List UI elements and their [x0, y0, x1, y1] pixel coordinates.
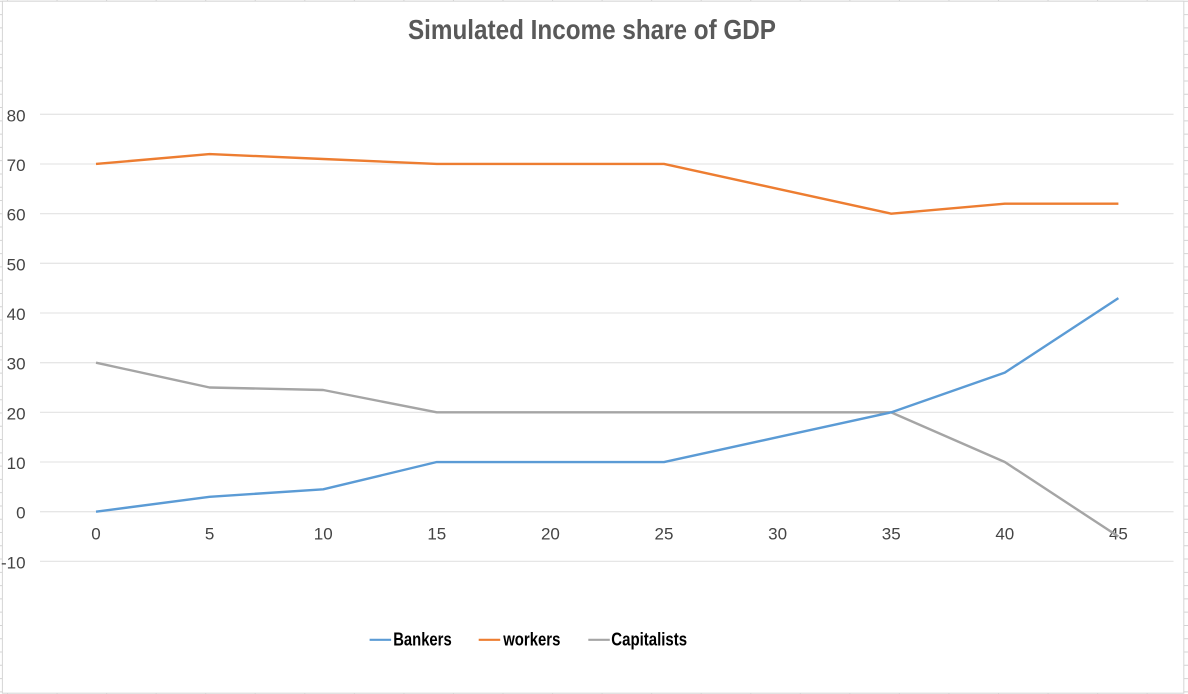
- svg-text:10: 10: [7, 454, 26, 473]
- svg-text:10: 10: [314, 525, 333, 544]
- svg-text:-10: -10: [1, 553, 26, 572]
- svg-text:Capitalists: Capitalists: [611, 630, 687, 650]
- svg-text:40: 40: [995, 525, 1014, 544]
- svg-text:workers: workers: [502, 630, 560, 650]
- svg-text:Simulated Income share of GDP: Simulated Income share of GDP: [408, 14, 776, 45]
- svg-text:60: 60: [7, 206, 26, 225]
- svg-text:40: 40: [7, 305, 26, 324]
- svg-text:70: 70: [7, 156, 26, 175]
- svg-text:0: 0: [16, 504, 25, 523]
- svg-text:15: 15: [427, 525, 446, 544]
- svg-text:Bankers: Bankers: [393, 630, 452, 650]
- svg-text:5: 5: [205, 525, 214, 544]
- svg-text:20: 20: [541, 525, 560, 544]
- svg-text:30: 30: [7, 355, 26, 374]
- svg-text:0: 0: [91, 525, 100, 544]
- svg-text:35: 35: [882, 525, 901, 544]
- svg-text:50: 50: [7, 255, 26, 274]
- svg-text:30: 30: [768, 525, 787, 544]
- svg-text:20: 20: [7, 404, 26, 423]
- svg-text:80: 80: [7, 106, 26, 125]
- svg-text:45: 45: [1109, 525, 1128, 544]
- svg-text:25: 25: [655, 525, 674, 544]
